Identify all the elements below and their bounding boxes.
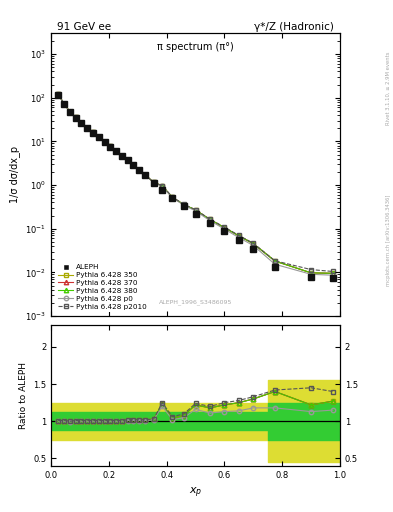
Text: Rivet 3.1.10, ≥ 2.9M events: Rivet 3.1.10, ≥ 2.9M events — [386, 51, 391, 125]
Y-axis label: 1/σ dσ/dx_p: 1/σ dσ/dx_p — [9, 146, 20, 203]
Text: γ*/Z (Hadronic): γ*/Z (Hadronic) — [254, 22, 334, 32]
Text: ALEPH_1996_S3486095: ALEPH_1996_S3486095 — [159, 299, 232, 305]
Text: 91 GeV ee: 91 GeV ee — [57, 22, 111, 32]
Y-axis label: Ratio to ALEPH: Ratio to ALEPH — [18, 361, 28, 429]
Legend: ALEPH, Pythia 6.428 350, Pythia 6.428 370, Pythia 6.428 380, Pythia 6.428 p0, Py: ALEPH, Pythia 6.428 350, Pythia 6.428 37… — [55, 261, 150, 312]
Text: π spectrum (π°): π spectrum (π°) — [157, 42, 234, 52]
Text: mcplots.cern.ch [arXiv:1306.3436]: mcplots.cern.ch [arXiv:1306.3436] — [386, 195, 391, 286]
X-axis label: $x_p$: $x_p$ — [189, 485, 202, 500]
